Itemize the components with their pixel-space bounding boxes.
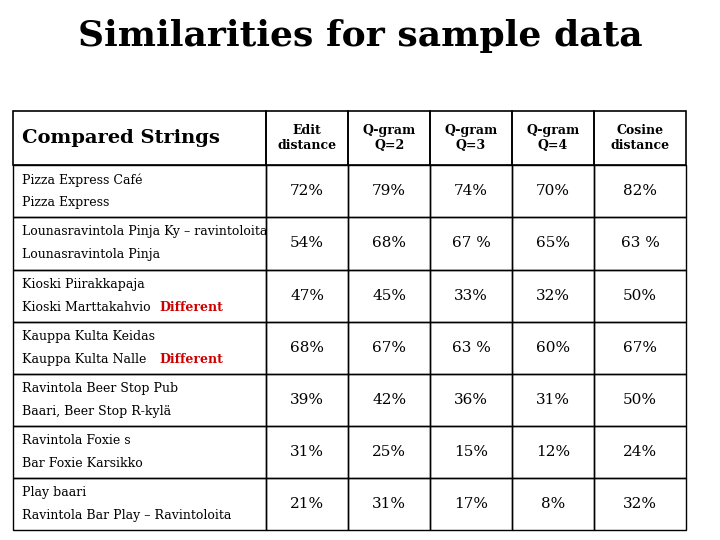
- Text: 12%: 12%: [536, 445, 570, 459]
- Text: 68%: 68%: [290, 341, 324, 355]
- Text: 70%: 70%: [536, 184, 570, 198]
- Text: 32%: 32%: [623, 497, 657, 511]
- Text: 31%: 31%: [372, 497, 406, 511]
- Text: Kioski Piirakkapaja: Kioski Piirakkapaja: [22, 278, 144, 291]
- Text: 50%: 50%: [623, 288, 657, 302]
- Text: Baari, Beer Stop R-kylä: Baari, Beer Stop R-kylä: [22, 405, 171, 418]
- Text: Lounasravintola Pinja: Lounasravintola Pinja: [22, 248, 160, 261]
- Text: 24%: 24%: [623, 445, 657, 459]
- Text: 21%: 21%: [290, 497, 324, 511]
- Text: Kioski Marttakahvio: Kioski Marttakahvio: [22, 301, 150, 314]
- Text: 17%: 17%: [454, 497, 488, 511]
- Text: Q-gram
Q=4: Q-gram Q=4: [526, 124, 580, 152]
- Text: Different: Different: [160, 353, 224, 366]
- Text: Ravintola Foxie s: Ravintola Foxie s: [22, 434, 130, 447]
- Text: 67%: 67%: [623, 341, 657, 355]
- Text: Q-gram
Q=2: Q-gram Q=2: [363, 124, 415, 152]
- Text: 42%: 42%: [372, 393, 406, 407]
- Text: 72%: 72%: [290, 184, 324, 198]
- Text: Q-gram
Q=3: Q-gram Q=3: [444, 124, 498, 152]
- Text: 65%: 65%: [536, 237, 570, 251]
- Text: 47%: 47%: [290, 288, 324, 302]
- Text: 63 %: 63 %: [621, 237, 660, 251]
- Text: Ravintola Bar Play – Ravintoloita: Ravintola Bar Play – Ravintoloita: [22, 509, 231, 522]
- Text: Cosine
distance: Cosine distance: [611, 124, 670, 152]
- Text: Similarities for sample data: Similarities for sample data: [78, 19, 642, 53]
- Text: 50%: 50%: [623, 393, 657, 407]
- Text: 67 %: 67 %: [451, 237, 490, 251]
- Text: 54%: 54%: [290, 237, 324, 251]
- Text: 63 %: 63 %: [451, 341, 490, 355]
- Text: Pizza Express: Pizza Express: [22, 197, 109, 210]
- Text: 15%: 15%: [454, 445, 488, 459]
- Text: Compared Strings: Compared Strings: [22, 129, 220, 147]
- Text: 25%: 25%: [372, 445, 406, 459]
- Text: 31%: 31%: [290, 445, 324, 459]
- Text: 8%: 8%: [541, 497, 565, 511]
- Text: 60%: 60%: [536, 341, 570, 355]
- Text: 82%: 82%: [623, 184, 657, 198]
- Text: Kauppa Kulta Keidas: Kauppa Kulta Keidas: [22, 330, 155, 343]
- Text: Kauppa Kulta Nalle: Kauppa Kulta Nalle: [22, 353, 146, 366]
- Text: 74%: 74%: [454, 184, 488, 198]
- Text: 79%: 79%: [372, 184, 406, 198]
- Text: 67%: 67%: [372, 341, 406, 355]
- Text: Pizza Express Café: Pizza Express Café: [22, 173, 142, 187]
- Text: 33%: 33%: [454, 288, 488, 302]
- Text: Lounasravintola Pinja Ky – ravintoloita: Lounasravintola Pinja Ky – ravintoloita: [22, 226, 267, 239]
- Text: 36%: 36%: [454, 393, 488, 407]
- Text: 68%: 68%: [372, 237, 406, 251]
- Text: 31%: 31%: [536, 393, 570, 407]
- Text: Play baari: Play baari: [22, 486, 86, 500]
- Text: Bar Foxie Karsikko: Bar Foxie Karsikko: [22, 457, 143, 470]
- Text: 39%: 39%: [290, 393, 324, 407]
- Text: Ravintola Beer Stop Pub: Ravintola Beer Stop Pub: [22, 382, 178, 395]
- Text: Edit
distance: Edit distance: [278, 124, 337, 152]
- Text: 45%: 45%: [372, 288, 406, 302]
- Text: 32%: 32%: [536, 288, 570, 302]
- Text: Different: Different: [160, 301, 224, 314]
